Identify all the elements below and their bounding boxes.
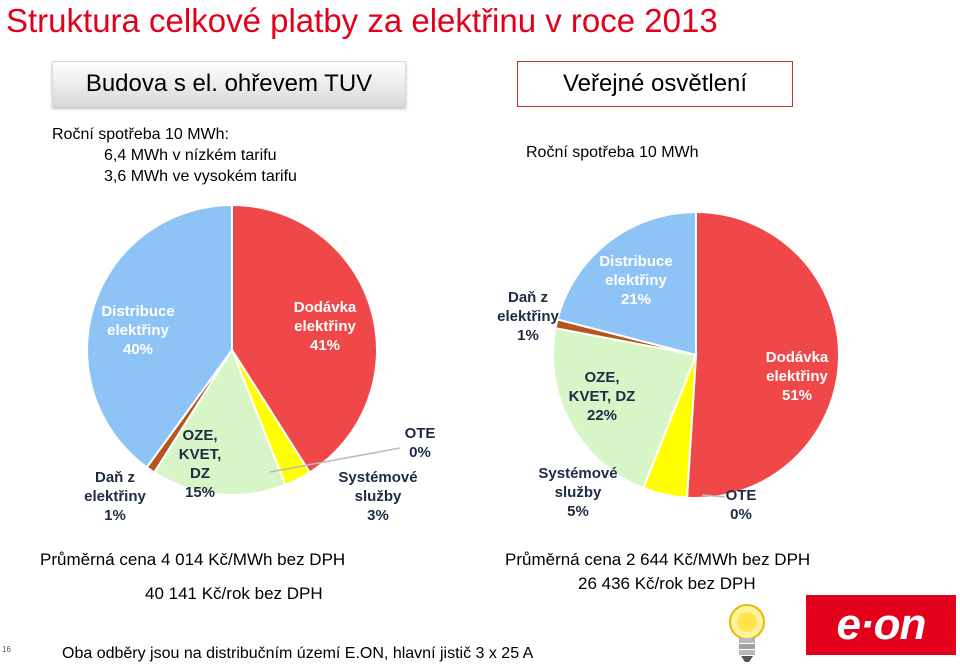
eon-logo: e·on xyxy=(806,595,956,655)
slice-label: Daň z elektřiny 1% xyxy=(84,469,146,524)
slice-label: Dodávka elektřiny 41% xyxy=(294,299,357,354)
slice-label: OTE 0% xyxy=(405,425,436,461)
pie-slice xyxy=(556,210,697,357)
slice-label: Distribuce elektřiny 40% xyxy=(101,303,174,358)
page-title: Struktura celkové platby za elektřinu v … xyxy=(6,2,718,39)
lightbulb-icon xyxy=(729,604,765,662)
slice-label: Distribuce elektřiny 21% xyxy=(599,253,672,308)
left-consumption-line: 3,6 MWh ve vysokém tarifu xyxy=(104,168,297,185)
left-consumption-line: 6,4 MWh v nízkém tarifu xyxy=(104,147,277,164)
leader-line xyxy=(701,494,726,498)
eon-logo-text: e·on xyxy=(836,600,927,649)
right-price-per-mwh: Průměrná cena 2 644 Kč/MWh bez DPH xyxy=(505,550,811,569)
pie-slice xyxy=(152,347,287,496)
left-price-per-mwh: Průměrná cena 4 014 Kč/MWh bez DPH xyxy=(40,550,346,569)
left-heading: Budova s el. ohřevem TUV xyxy=(52,61,406,107)
slice-label: OZE, KVET, DZ 22% xyxy=(569,369,636,424)
right-consumption-line: Roční spotřeba 10 MWh xyxy=(526,144,699,161)
left-price-per-year: 40 141 Kč/rok bez DPH xyxy=(145,584,323,603)
slice-label: Systémové služby 3% xyxy=(338,469,417,524)
slice-label: Systémové služby 5% xyxy=(538,465,617,520)
leader-line xyxy=(269,447,401,473)
pie-slice xyxy=(685,210,840,499)
pie-slice xyxy=(86,203,233,469)
right-price-per-year: 26 436 Kč/rok bez DPH xyxy=(578,574,756,593)
slice-label: Daň z elektřiny 1% xyxy=(497,289,559,344)
right-consumption: Roční spotřeba 10 MWh xyxy=(526,142,699,163)
slice-label: OZE, KVET, DZ 15% xyxy=(179,427,222,501)
page-number: 16 xyxy=(2,645,11,654)
slice-label: Dodávka elektřiny 51% xyxy=(766,349,829,404)
right-heading: Veřejné osvětlení xyxy=(517,61,793,107)
pie-slice xyxy=(552,327,698,490)
left-consumption-line: Roční spotřeba 10 MWh: xyxy=(52,126,229,143)
left-consumption: Roční spotřeba 10 MWh: 6,4 MWh v nízkém … xyxy=(52,124,297,187)
slice-label: OTE 0% xyxy=(726,487,757,523)
pie-charts: Dodávka elektřiny 41% OTE 0% Systémové služby 3… xyxy=(84,203,840,524)
footer-note: Oba odběry jsou na distribučním území E.… xyxy=(62,645,534,662)
